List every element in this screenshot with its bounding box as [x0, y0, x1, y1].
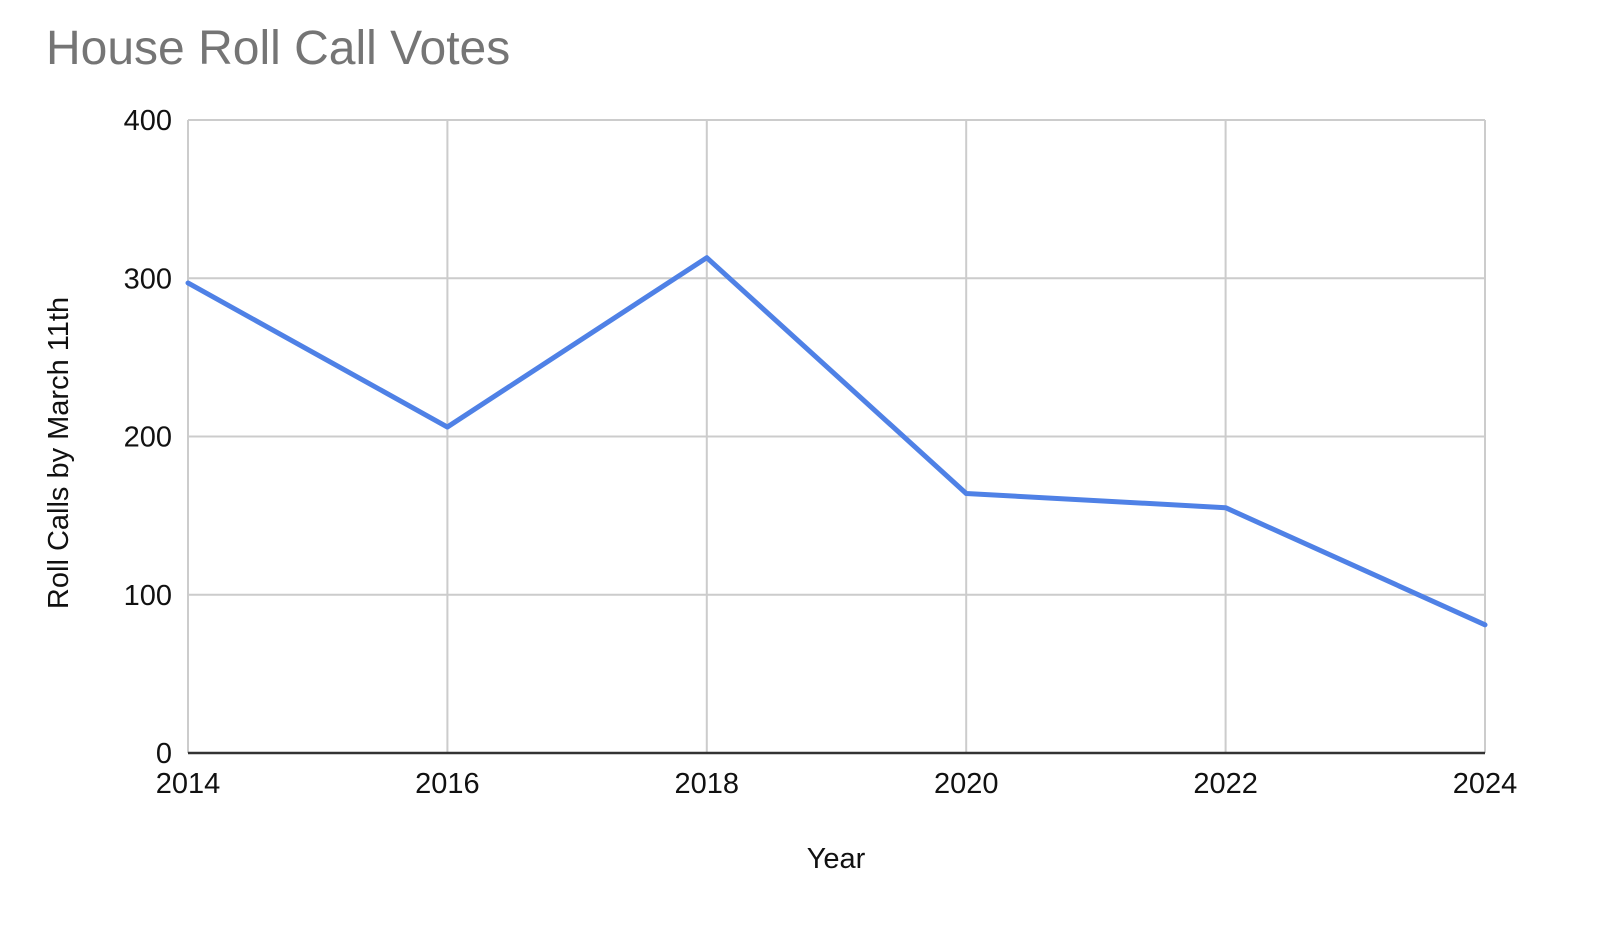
grid-lines: [187, 119, 1486, 755]
y-tick-label: 100: [124, 580, 172, 612]
x-tick-label: 2024: [1453, 768, 1518, 800]
series-line: [185, 255, 1488, 628]
x-axis-ticks: 2014 2016 2018 2020 2022 2024: [156, 768, 1518, 800]
y-tick-label: 0: [156, 738, 172, 770]
data-point[interactable]: [1221, 503, 1231, 513]
x-axis-title: Year: [807, 843, 866, 875]
y-tick-label: 400: [124, 105, 172, 137]
x-tick-label: 2022: [1193, 768, 1258, 800]
chart-title: House Roll Call Votes: [46, 22, 510, 75]
data-point[interactable]: [183, 278, 193, 288]
data-point[interactable]: [442, 422, 452, 432]
y-tick-label: 300: [124, 263, 172, 295]
data-point[interactable]: [702, 253, 712, 263]
x-tick-label: 2014: [156, 768, 221, 800]
data-point[interactable]: [1480, 620, 1490, 630]
y-axis-ticks: 0 100 200 300 400: [124, 105, 172, 770]
series-layer: [183, 253, 1490, 630]
x-tick-label: 2016: [415, 768, 480, 800]
y-axis-title: Roll Calls by March 11th: [43, 297, 75, 609]
y-tick-label: 200: [124, 422, 172, 454]
x-tick-label: 2020: [934, 768, 999, 800]
data-point[interactable]: [961, 488, 971, 498]
x-tick-label: 2018: [675, 768, 740, 800]
